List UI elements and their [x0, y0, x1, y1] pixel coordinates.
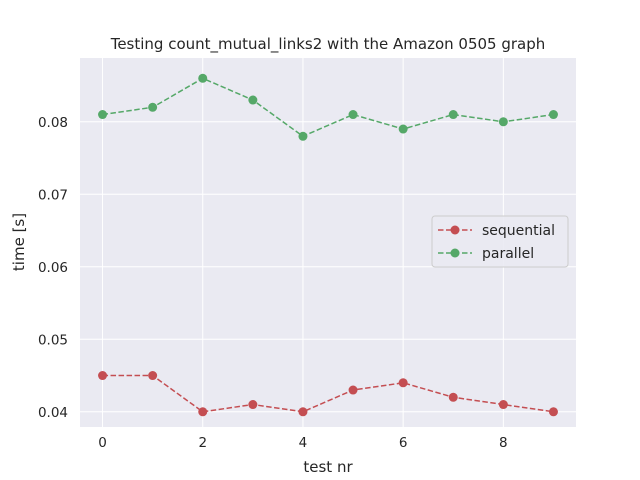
data-point-sequential [348, 385, 358, 395]
data-point-sequential [298, 407, 308, 417]
data-point-sequential [548, 407, 558, 417]
x-axis-label: test nr [303, 458, 353, 476]
y-axis-label: time [s] [10, 213, 28, 271]
data-point-sequential [398, 378, 408, 388]
x-tick-label: 8 [499, 435, 508, 451]
series-line-parallel [102, 77, 554, 138]
y-tick-label: 0.05 [38, 332, 68, 348]
data-point-parallel [298, 131, 308, 141]
legend-entry-sequential: sequential [438, 223, 555, 239]
series-sequential [98, 371, 558, 417]
y-tick-label: 0.08 [38, 115, 68, 131]
x-tick-label: 6 [399, 435, 408, 451]
legend-marker-sequential [450, 225, 460, 235]
data-point-parallel [348, 110, 358, 120]
legend-entry-parallel: parallel [438, 246, 534, 262]
data-point-parallel [198, 73, 208, 83]
data-point-sequential [498, 400, 508, 410]
data-point-sequential [248, 400, 258, 410]
series-layer [98, 73, 558, 417]
tick-labels: 0 2 4 6 8 0.04 0.05 0.06 0.07 0.08 [38, 115, 508, 451]
legend-label-sequential: sequential [482, 223, 555, 239]
legend-label-parallel: parallel [482, 246, 534, 262]
data-point-sequential [198, 407, 208, 417]
x-tick-label: 4 [299, 435, 308, 451]
data-point-parallel [498, 117, 508, 127]
data-point-parallel [148, 102, 158, 112]
y-tick-label: 0.06 [38, 260, 68, 276]
series-parallel [98, 73, 558, 141]
legend: sequential parallel [431, 215, 569, 268]
chart-title: Testing count_mutual_links2 with the Ama… [110, 35, 546, 54]
data-point-sequential [148, 371, 158, 381]
data-point-parallel [248, 95, 258, 105]
data-point-parallel [398, 124, 408, 134]
x-tick-label: 0 [98, 435, 107, 451]
data-point-parallel [98, 110, 108, 120]
y-tick-label: 0.04 [38, 405, 68, 421]
data-point-parallel [448, 110, 458, 120]
data-point-parallel [548, 110, 558, 120]
series-line-sequential [102, 374, 554, 413]
data-point-sequential [448, 392, 458, 402]
legend-marker-parallel [450, 248, 460, 258]
y-tick-label: 0.07 [38, 187, 68, 203]
x-tick-label: 2 [198, 435, 207, 451]
legend-box [431, 215, 569, 268]
data-point-sequential [98, 371, 108, 381]
